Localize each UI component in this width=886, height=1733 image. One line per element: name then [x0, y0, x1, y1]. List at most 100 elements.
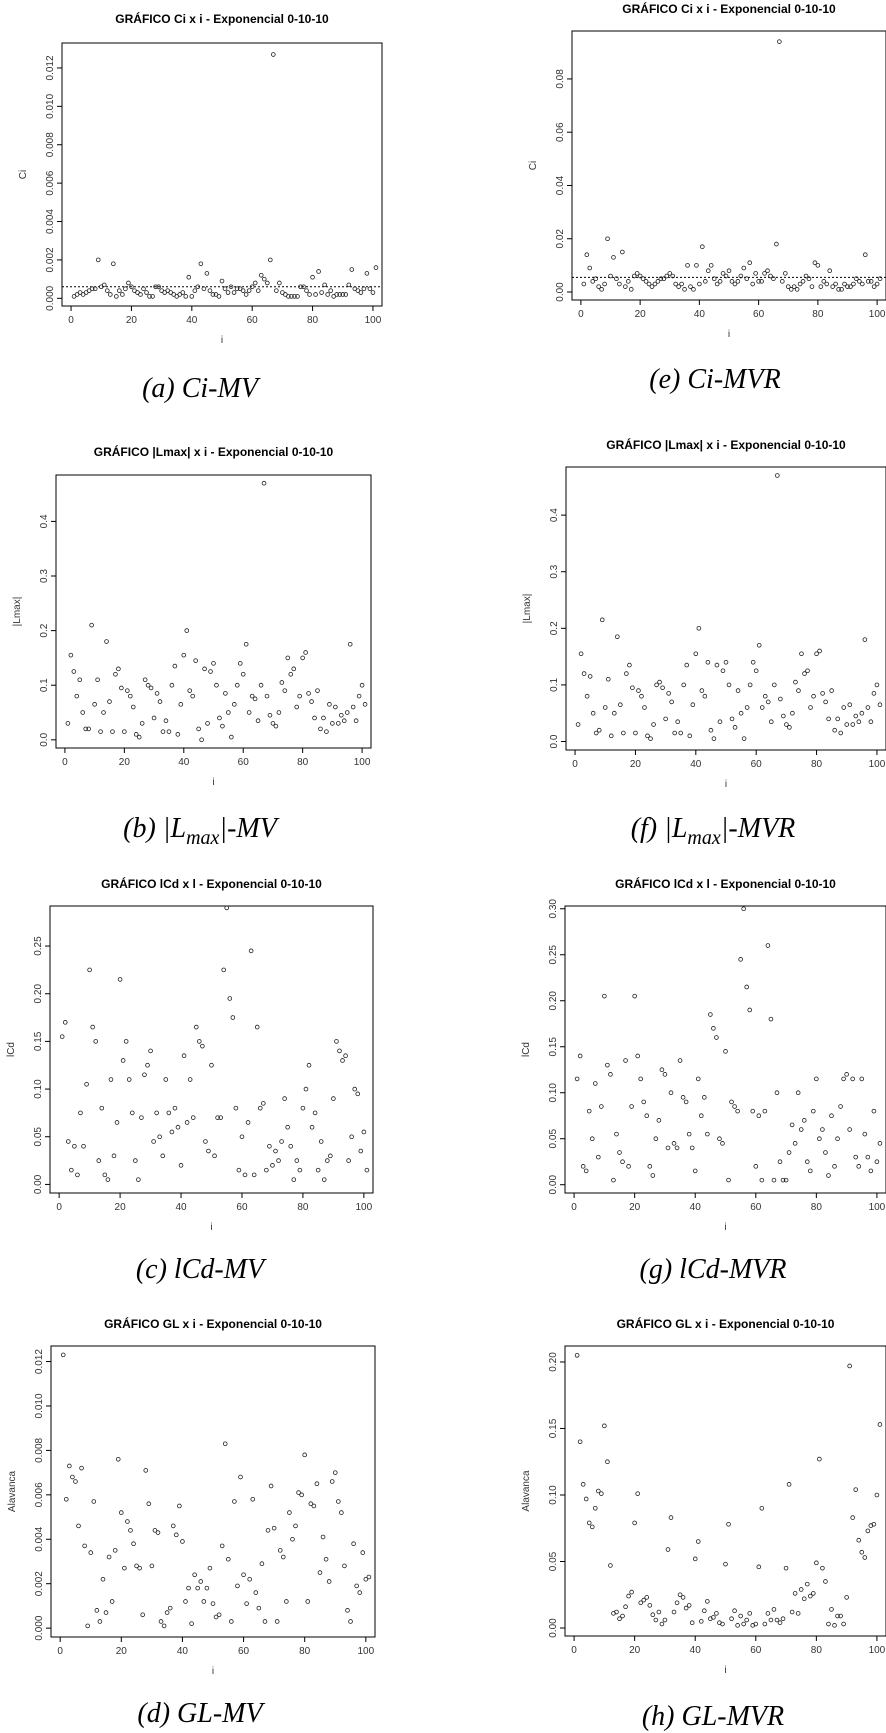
data-point [862, 1131, 868, 1137]
data-point [759, 1505, 765, 1511]
data-point [181, 652, 187, 658]
data-point [285, 655, 291, 661]
data-point [73, 1479, 78, 1484]
data-point [871, 691, 877, 696]
data-point [172, 663, 178, 669]
data-point [732, 725, 738, 730]
data-point [732, 1104, 737, 1109]
data-point [166, 729, 172, 734]
data-point [151, 715, 157, 721]
data-point [69, 1167, 74, 1173]
data-point [795, 1611, 801, 1616]
data-point [750, 281, 755, 287]
data-point [264, 280, 270, 286]
plot-frame [564, 1345, 886, 1637]
data-point [189, 294, 195, 299]
data-point [865, 1154, 871, 1160]
data-point [617, 1150, 622, 1155]
data-point [785, 284, 791, 289]
data-point [99, 1105, 105, 1111]
data-point [282, 1096, 287, 1101]
chart-title: GRÁFICO lCd x l - Exponencial 0-10-10 [101, 876, 322, 891]
data-point [186, 1585, 191, 1591]
data-point [615, 634, 620, 640]
data-point [214, 682, 219, 688]
data-point [302, 1452, 307, 1458]
data-point [317, 1570, 323, 1575]
x-tick-label: 60 [750, 1645, 762, 1656]
data-point [228, 284, 234, 290]
data-point [618, 702, 623, 708]
data-point [674, 1600, 680, 1606]
data-point [104, 639, 109, 644]
data-point [153, 284, 158, 290]
data-point [190, 1115, 196, 1120]
data-point [346, 282, 352, 288]
y-tick-label: 0.15 [33, 1031, 44, 1051]
data-point [142, 677, 148, 683]
data-point [270, 1163, 275, 1168]
x-tick-label: 0 [571, 1645, 577, 1656]
x-tick-label: 20 [115, 1202, 127, 1213]
panel-caption: (a) Ci-MV [142, 373, 261, 404]
data-point [838, 1613, 843, 1619]
data-point [258, 272, 264, 278]
data-point [807, 1593, 813, 1599]
data-point [791, 284, 797, 289]
data-point [665, 1145, 671, 1151]
data-point [245, 1120, 251, 1125]
data-point [308, 1501, 314, 1507]
data-point [309, 699, 314, 704]
x-tick-label: 0 [56, 1202, 62, 1213]
plot-frame [61, 42, 383, 307]
panel-caption: (g) lCd-MVR [640, 1254, 787, 1285]
data-point [711, 276, 717, 281]
data-point [251, 1172, 257, 1178]
data-point [702, 693, 708, 699]
data-point [174, 1532, 179, 1538]
data-point [126, 280, 131, 286]
data-point [587, 265, 593, 271]
data-point [352, 1086, 358, 1092]
data-point [859, 1076, 865, 1082]
data-point [348, 1619, 353, 1624]
data-point [774, 1090, 780, 1096]
data-point [180, 290, 186, 295]
data-point [339, 1510, 344, 1515]
data-point [89, 286, 95, 292]
x-tick-label: 80 [811, 1645, 823, 1656]
data-point [199, 737, 204, 743]
data-point [578, 651, 584, 657]
x-axis-label: i [724, 1665, 726, 1676]
data-point [841, 1621, 846, 1627]
data-point [164, 1610, 170, 1615]
data-point [321, 1177, 327, 1182]
data-point [687, 733, 693, 739]
data-point [306, 691, 311, 696]
data-point [632, 993, 637, 999]
data-point [850, 1076, 855, 1082]
data-point [741, 906, 746, 912]
data-point [296, 1490, 301, 1495]
data-point [799, 651, 804, 657]
data-point [276, 1158, 281, 1163]
data-point [128, 1528, 133, 1533]
data-point [685, 263, 690, 268]
data-point [656, 1609, 662, 1615]
data-point [313, 292, 318, 297]
y-tick-label: 0.00 [548, 1618, 559, 1638]
data-point [98, 729, 103, 734]
data-point [361, 286, 367, 292]
data-point [115, 1456, 121, 1462]
data-point [238, 1474, 243, 1480]
data-point [657, 679, 662, 685]
chart-title: GRÁFICO |Lmax| x i - Exponencial 0-10-10 [94, 444, 334, 459]
data-point [634, 271, 640, 276]
data-point [197, 1039, 202, 1044]
data-point [133, 732, 139, 737]
data-point [623, 1058, 628, 1063]
data-point [264, 693, 270, 699]
y-tick-label: 0.002 [34, 1571, 45, 1596]
data-point [759, 705, 765, 710]
